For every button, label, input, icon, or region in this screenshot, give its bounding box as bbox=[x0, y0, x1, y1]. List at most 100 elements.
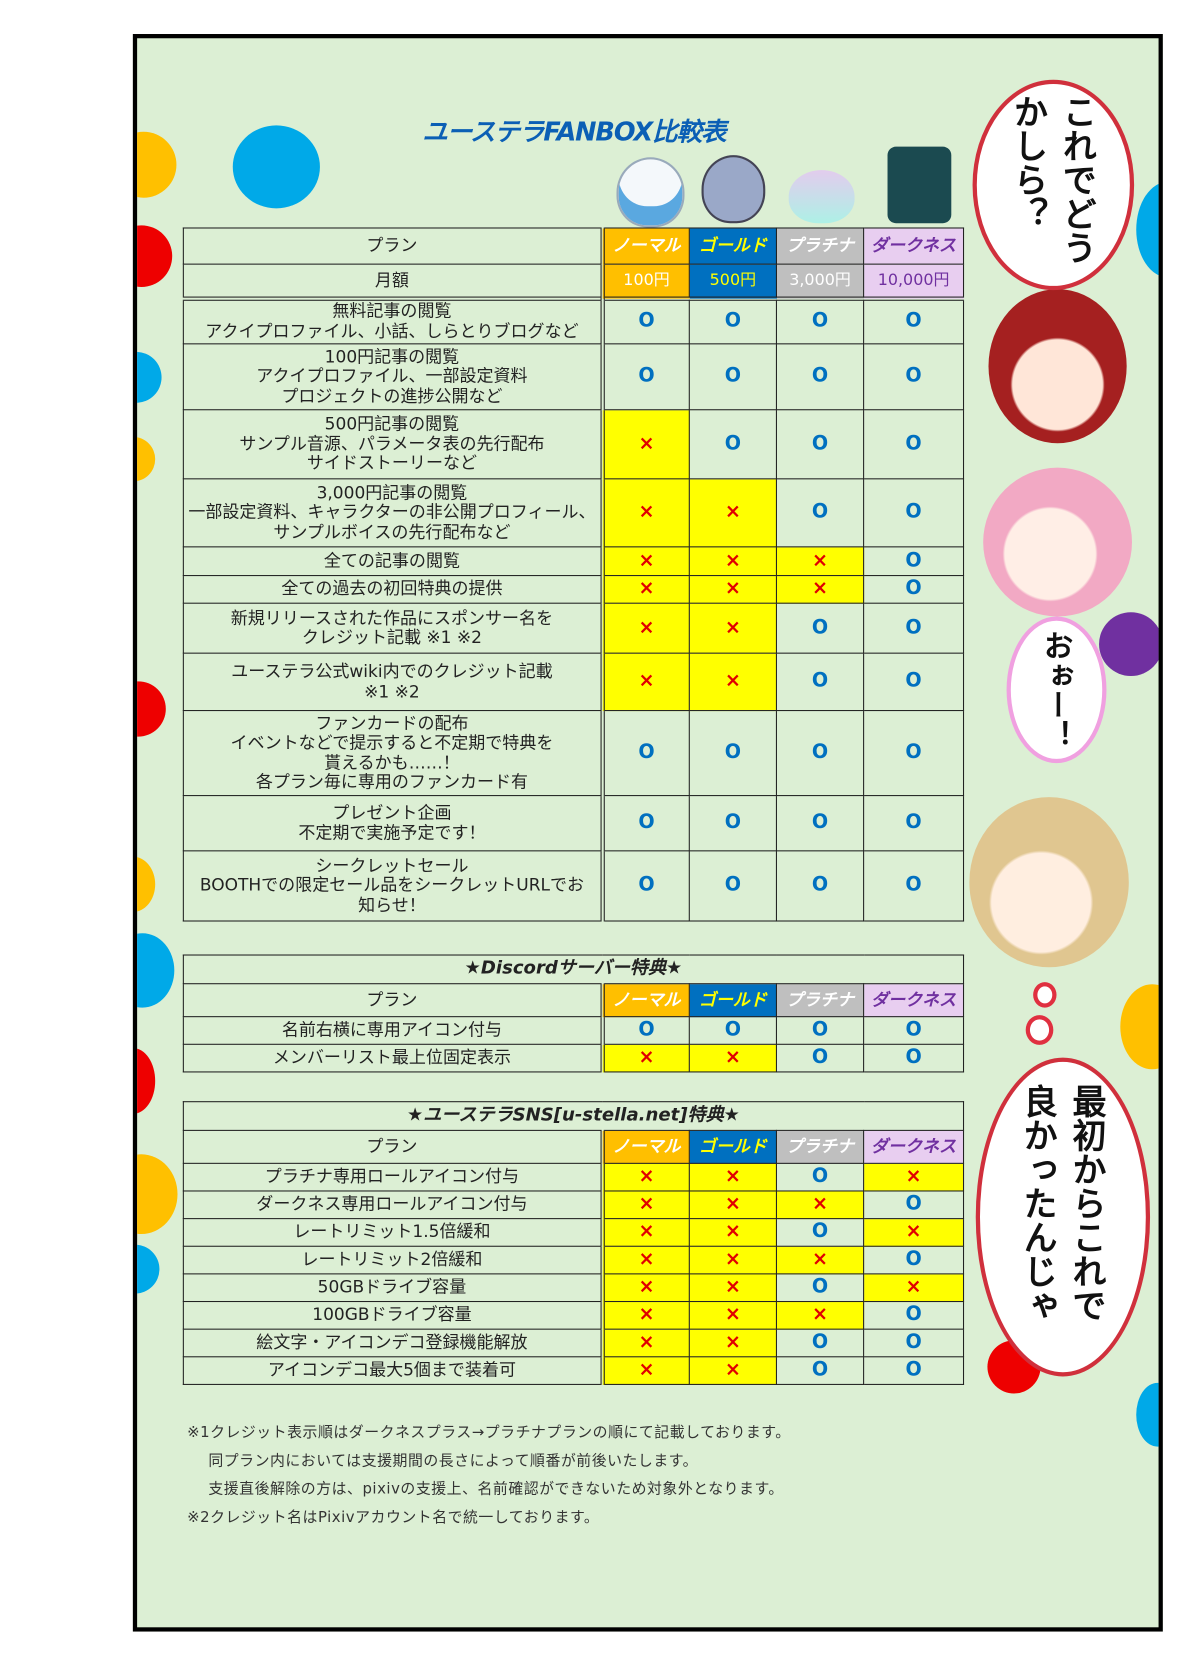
table-row: プラチナ専用ロールアイコン付与 × × O × bbox=[182, 1162, 965, 1192]
decor-dot bbox=[1099, 612, 1159, 677]
unavailable-mark-gold: × bbox=[688, 1300, 777, 1330]
available-mark-normal: O bbox=[601, 297, 690, 345]
available-mark-darkness: O bbox=[863, 652, 965, 712]
mascot-normal bbox=[616, 157, 685, 228]
unavailable-mark-normal: × bbox=[601, 409, 690, 480]
unavailable-mark-normal: × bbox=[601, 1356, 690, 1385]
unavailable-mark-gold: × bbox=[688, 602, 777, 654]
unavailable-mark-gold: × bbox=[688, 1190, 777, 1220]
available-mark-normal: O bbox=[601, 795, 690, 852]
mascot-platina bbox=[788, 170, 855, 224]
feature-label: ダークネス専用ロールアイコン付与 bbox=[182, 1190, 605, 1220]
plan-label: プラン bbox=[182, 1129, 605, 1164]
unavailable-mark-gold: × bbox=[688, 546, 777, 577]
available-mark-platina: O bbox=[775, 710, 865, 797]
plan-normal-header: ノーマル bbox=[601, 983, 690, 1018]
page-title: ユーステラFANBOX比較表 bbox=[422, 116, 726, 147]
available-mark-darkness: O bbox=[863, 343, 965, 411]
feature-label: 全ての過去の初回特典の提供 bbox=[182, 575, 605, 604]
table-row: 50GBドライブ容量 × × O × bbox=[182, 1273, 965, 1303]
table-row: 100円記事の閲覧 アクイプロファイル、一部設定資料 プロジェクトの進捗公開など… bbox=[182, 343, 965, 411]
plan-normal-header: ノーマル bbox=[601, 227, 690, 265]
available-mark-darkness: O bbox=[863, 710, 965, 797]
available-mark-platina: O bbox=[775, 343, 865, 411]
available-mark-darkness: O bbox=[863, 409, 965, 480]
unavailable-mark-gold: × bbox=[688, 1356, 777, 1385]
plan-darkness-header: ダークネス bbox=[863, 983, 965, 1018]
table-row: 無料記事の閲覧 アクイプロファイル、小話、しらとりブログなど O O O O bbox=[182, 297, 965, 345]
available-mark-gold: O bbox=[688, 343, 777, 411]
available-mark-darkness: O bbox=[863, 546, 965, 577]
available-mark-platina: O bbox=[775, 1356, 865, 1385]
available-mark-platina: O bbox=[775, 1218, 865, 1247]
price-gold: 500円 bbox=[688, 263, 777, 299]
decor-dot bbox=[1136, 181, 1159, 278]
section-title: ★Discordサーバー特典★ bbox=[182, 954, 965, 985]
available-mark-platina: O bbox=[775, 1162, 865, 1192]
unavailable-mark-gold: × bbox=[688, 1273, 777, 1303]
unavailable-mark-normal: × bbox=[601, 1218, 690, 1247]
table-row: 500円記事の閲覧 サンプル音源、パラメータ表の先行配布 サイドストーリーなど ×… bbox=[182, 409, 965, 480]
feature-label: 3,000円記事の閲覧 一部設定資料、キャラクターの非公開プロフィール、 サンプ… bbox=[182, 478, 605, 548]
unavailable-mark-platina: × bbox=[775, 1300, 865, 1330]
available-mark-darkness: O bbox=[863, 795, 965, 852]
character-pink-hair bbox=[983, 467, 1132, 617]
unavailable-mark-gold: × bbox=[688, 652, 777, 712]
decor-dot bbox=[137, 1154, 178, 1235]
plan-platina-header: プラチナ bbox=[775, 1129, 865, 1164]
available-mark-gold: O bbox=[688, 297, 777, 345]
available-mark-darkness: O bbox=[863, 1190, 965, 1220]
price-normal: 100円 bbox=[601, 263, 690, 299]
feature-label: プレゼント企画 不定期で実施予定です！ bbox=[182, 795, 605, 852]
feature-label: シークレットセール BOOTHでの限定セール品をシークレットURLでお 知らせ！ bbox=[182, 850, 605, 922]
plan-header-row: プラン ノーマル ゴールド プラチナ ダークネス bbox=[182, 227, 965, 265]
decor-dot bbox=[137, 1244, 160, 1294]
available-mark-platina: O bbox=[775, 409, 865, 480]
plan-gold-header: ゴールド bbox=[688, 983, 777, 1018]
footnotes: ※1クレジット表示順はダークネスプラス→プラチナプランの順にて記載しております。… bbox=[187, 1419, 791, 1532]
unavailable-mark-darkness: × bbox=[863, 1273, 965, 1303]
footnote-1: ※1クレジット表示順はダークネスプラス→プラチナプランの順にて記載しております。 bbox=[187, 1424, 791, 1442]
unavailable-mark-normal: × bbox=[601, 602, 690, 654]
footnote-1-cont: 同プラン内においては支援期間の長さによって順番が前後いたします。 bbox=[208, 1452, 699, 1470]
feature-label: 100円記事の閲覧 アクイプロファイル、一部設定資料 プロジェクトの進捗公開など bbox=[182, 343, 605, 411]
available-mark-platina: O bbox=[775, 1328, 865, 1358]
available-mark-platina: O bbox=[775, 850, 865, 922]
character-blonde-hair bbox=[969, 797, 1129, 968]
feature-label: 全ての記事の閲覧 bbox=[182, 546, 605, 577]
decor-dot bbox=[232, 125, 320, 209]
table-row: 全ての記事の閲覧 × × × O bbox=[182, 546, 965, 577]
price-platina: 3,000円 bbox=[775, 263, 865, 299]
available-mark-darkness: O bbox=[863, 1245, 965, 1275]
available-mark-normal: O bbox=[601, 710, 690, 797]
table-row: シークレットセール BOOTHでの限定セール品をシークレットURLでお 知らせ！… bbox=[182, 850, 965, 922]
unavailable-mark-normal: × bbox=[601, 652, 690, 712]
available-mark-normal: O bbox=[601, 343, 690, 411]
available-mark-darkness: O bbox=[863, 575, 965, 604]
feature-label: プラチナ専用ロールアイコン付与 bbox=[182, 1162, 605, 1192]
feature-label: レートリミット1.5倍緩和 bbox=[182, 1218, 605, 1247]
plan-darkness-header: ダークネス bbox=[863, 227, 965, 265]
available-mark-gold: O bbox=[688, 710, 777, 797]
available-mark-darkness: O bbox=[863, 1328, 965, 1358]
plan-gold-header: ゴールド bbox=[688, 227, 777, 265]
available-mark-platina: O bbox=[775, 1016, 865, 1045]
available-mark-darkness: O bbox=[863, 1016, 965, 1045]
unavailable-mark-normal: × bbox=[601, 575, 690, 604]
table-row: レートリミット2倍緩和 × × × O bbox=[182, 1245, 965, 1275]
discord-benefits-table: ★Discordサーバー特典★ プラン ノーマル ゴールド プラチナ ダークネス 名前右横に… bbox=[182, 954, 965, 1073]
thought-bubble-dot bbox=[1025, 1015, 1054, 1045]
table-row: 全ての過去の初回特典の提供 × × × O bbox=[182, 575, 965, 604]
table-row: 3,000円記事の閲覧 一部設定資料、キャラクターの非公開プロフィール、 サンプ… bbox=[182, 478, 965, 548]
decor-dot bbox=[137, 131, 177, 198]
available-mark-platina: O bbox=[775, 478, 865, 548]
unavailable-mark-gold: × bbox=[688, 575, 777, 604]
table-row: 名前右横に専用アイコン付与 O O O O bbox=[182, 1016, 965, 1045]
unavailable-mark-normal: × bbox=[601, 478, 690, 548]
available-mark-platina: O bbox=[775, 1043, 865, 1073]
price-label: 月額 bbox=[182, 263, 605, 299]
plan-header-row: プラン ノーマル ゴールド プラチナ ダークネス bbox=[182, 983, 965, 1018]
decor-dot bbox=[137, 1048, 156, 1114]
feature-label: レートリミット2倍緩和 bbox=[182, 1245, 605, 1275]
table-row: 新規リリースされた作品にスポンサー名を クレジット記載 ※1 ※2 × × O O bbox=[182, 602, 965, 654]
